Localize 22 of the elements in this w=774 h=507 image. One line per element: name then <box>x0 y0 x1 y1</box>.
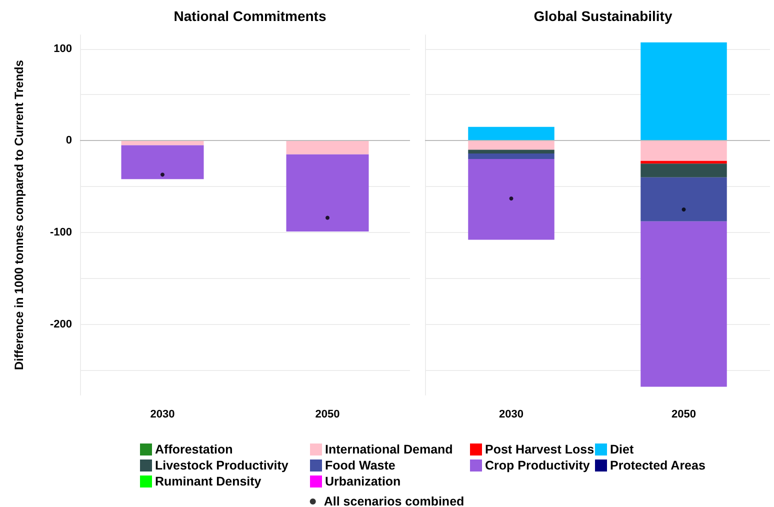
legend-label: Livestock Productivity <box>155 458 288 472</box>
legend-label: All scenarios combined <box>324 494 464 507</box>
y-tick-label: 0 <box>66 134 72 147</box>
legend-label: Food Waste <box>325 458 396 472</box>
legend-label: Post Harvest Loss <box>485 442 594 456</box>
legend-label: Afforestation <box>155 442 233 456</box>
y-tick-label: -200 <box>50 318 72 330</box>
x-tick-label: 2030 <box>499 408 524 420</box>
legend-label: Ruminant Density <box>155 474 262 488</box>
legend-label: Urbanization <box>325 474 401 488</box>
y-tick-label: -100 <box>50 226 72 238</box>
x-tick-label: 2050 <box>315 408 340 420</box>
legend-label: Crop Productivity <box>485 458 590 472</box>
chart-title: Global Sustainability <box>534 8 672 24</box>
chart-title: National Commitments <box>174 8 326 24</box>
x-tick-label: 2030 <box>150 408 175 420</box>
legend-label: Protected Areas <box>610 458 706 472</box>
legend-label: Diet <box>610 442 634 456</box>
x-tick-label: 2050 <box>672 408 696 420</box>
y-axis-title: Difference in 1000 tonnes compared to Current Trends <box>12 60 26 370</box>
legend-label: International Demand <box>325 442 453 456</box>
y-tick-label: 100 <box>54 42 72 55</box>
